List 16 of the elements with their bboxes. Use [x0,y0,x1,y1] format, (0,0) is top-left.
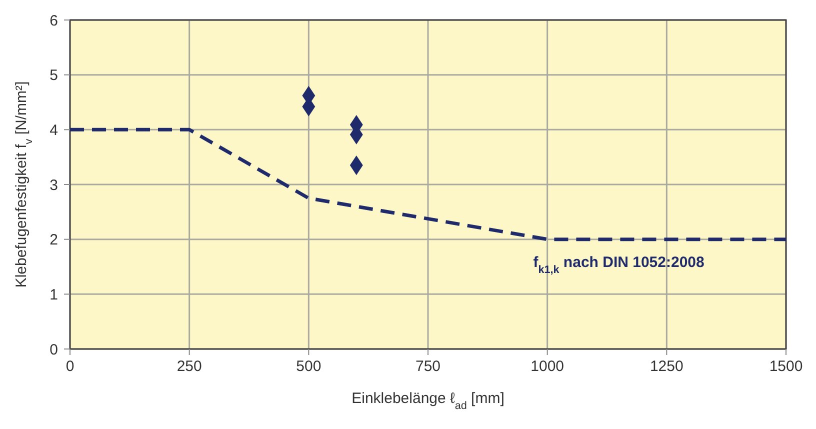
y-tick-label: 5 [50,67,58,84]
y-tick-label: 4 [50,122,58,139]
y-tick-label: 3 [50,176,58,194]
x-tick-label: 1250 [650,358,684,375]
x-tick-label: 500 [296,358,322,375]
y-tick-label: 1 [50,286,58,304]
x-tick-label: 750 [415,358,441,375]
x-tick-label: 0 [66,358,74,375]
x-tick-label: 1000 [530,358,564,375]
y-tick-label: 2 [50,232,58,249]
x-tick-label: 250 [176,358,202,375]
annotation: f$_{k1,k}$ nach DIN 1052:2008 [533,254,704,276]
x-axis-title: Einklebelänge ℓ$_{ad}$ [mm] [352,390,504,412]
x-tick-label: 1500 [769,358,803,375]
y-tick-label: 0 [50,341,58,358]
y-tick-label: 6 [50,12,58,30]
